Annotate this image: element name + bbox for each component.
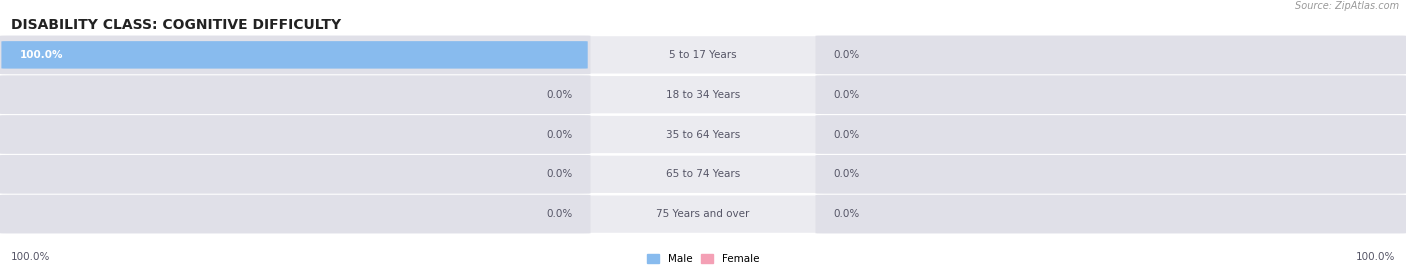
FancyBboxPatch shape (0, 75, 591, 114)
Text: DISABILITY CLASS: COGNITIVE DIFFICULTY: DISABILITY CLASS: COGNITIVE DIFFICULTY (11, 18, 342, 32)
Text: Source: ZipAtlas.com: Source: ZipAtlas.com (1295, 1, 1399, 11)
Text: 0.0%: 0.0% (546, 209, 572, 219)
FancyBboxPatch shape (815, 155, 1406, 194)
FancyBboxPatch shape (0, 195, 591, 233)
Text: 0.0%: 0.0% (546, 169, 572, 179)
FancyBboxPatch shape (815, 195, 1406, 233)
FancyBboxPatch shape (0, 36, 1406, 73)
FancyBboxPatch shape (815, 36, 1406, 74)
Text: 0.0%: 0.0% (546, 90, 572, 100)
Text: 100.0%: 100.0% (11, 252, 51, 262)
Text: 75 Years and over: 75 Years and over (657, 209, 749, 219)
FancyBboxPatch shape (0, 116, 1406, 153)
Text: 0.0%: 0.0% (834, 209, 860, 219)
FancyBboxPatch shape (815, 75, 1406, 114)
FancyBboxPatch shape (0, 155, 591, 194)
FancyBboxPatch shape (1, 41, 588, 69)
Text: 18 to 34 Years: 18 to 34 Years (666, 90, 740, 100)
Text: 0.0%: 0.0% (834, 169, 860, 179)
FancyBboxPatch shape (815, 115, 1406, 154)
Text: 0.0%: 0.0% (834, 129, 860, 140)
Text: 0.0%: 0.0% (834, 50, 860, 60)
Text: 5 to 17 Years: 5 to 17 Years (669, 50, 737, 60)
Text: 0.0%: 0.0% (834, 90, 860, 100)
FancyBboxPatch shape (0, 36, 591, 74)
FancyBboxPatch shape (0, 196, 1406, 233)
FancyBboxPatch shape (0, 156, 1406, 193)
FancyBboxPatch shape (0, 76, 1406, 113)
Text: 0.0%: 0.0% (546, 129, 572, 140)
Legend: Male, Female: Male, Female (647, 254, 759, 264)
FancyBboxPatch shape (0, 115, 591, 154)
Text: 100.0%: 100.0% (1355, 252, 1395, 262)
Text: 100.0%: 100.0% (20, 50, 63, 60)
Text: 35 to 64 Years: 35 to 64 Years (666, 129, 740, 140)
Text: 65 to 74 Years: 65 to 74 Years (666, 169, 740, 179)
